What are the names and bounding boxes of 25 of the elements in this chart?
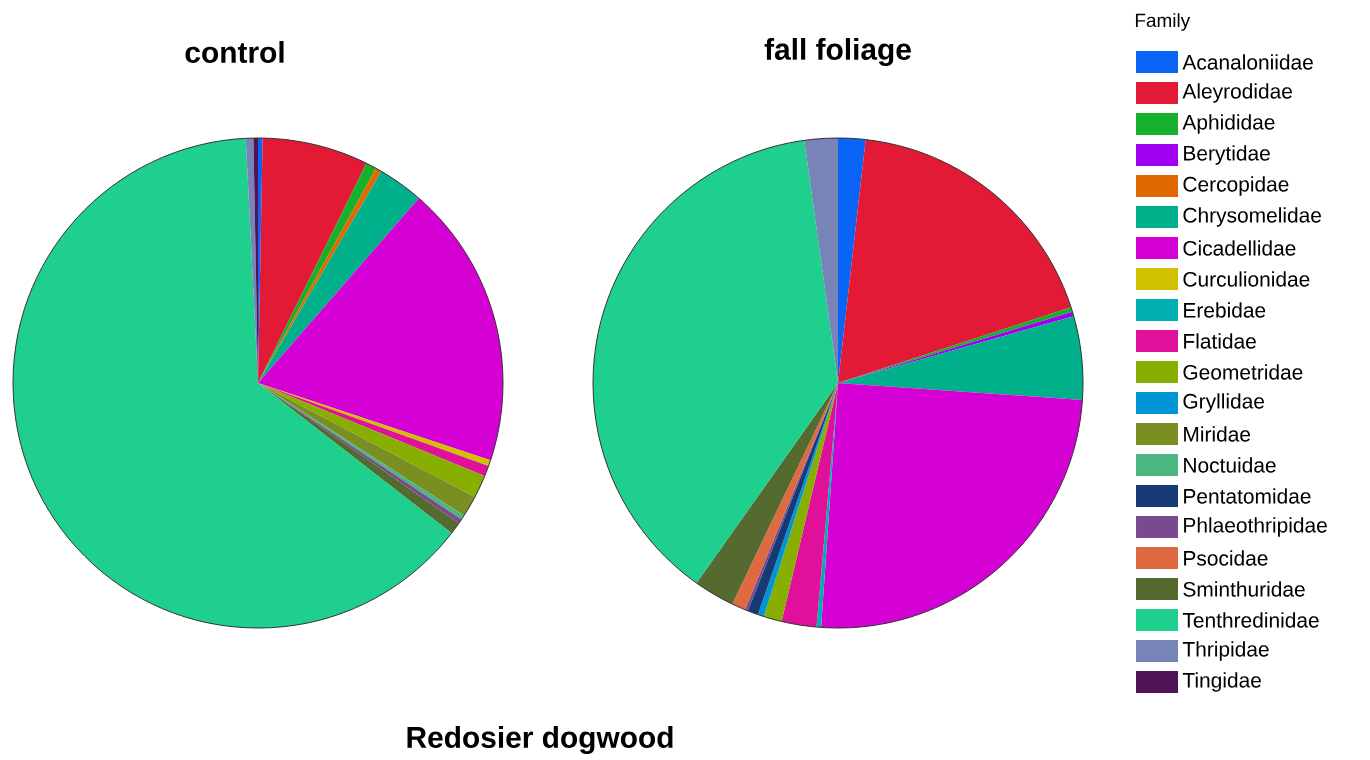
legend-label: Phlaeothripidae xyxy=(1184,517,1327,537)
legend-label: Acanaloniidae xyxy=(1182,54,1313,70)
legend-title: Family xyxy=(1135,13,1191,31)
legend-label: Tingidae xyxy=(1182,672,1261,692)
legend-label: Psocidae xyxy=(1184,550,1268,566)
chart-title: control xyxy=(185,41,284,63)
legend-label: Gryllidae xyxy=(1183,393,1264,413)
legend-label: Erebidae xyxy=(1184,302,1266,318)
legend-label: Cicadellidae xyxy=(1183,240,1296,256)
legend-label: Tenthredinidae xyxy=(1182,612,1319,628)
legend-label: Curculionidae xyxy=(1183,271,1310,287)
chart-title: fall foliage xyxy=(764,38,911,67)
legend-label: Miridae xyxy=(1184,426,1251,442)
legend-label: Chrysomelidae xyxy=(1183,207,1321,227)
legend-label: Sminthuridae xyxy=(1183,581,1305,597)
legend-label: Thripidae xyxy=(1182,641,1269,661)
legend-label: Flatidae xyxy=(1184,333,1256,349)
legend-label: Geometridae xyxy=(1183,364,1303,380)
legend-label: Cercopidae xyxy=(1183,176,1289,196)
legend-label: Berytidae xyxy=(1184,145,1270,165)
legend-label: Noctuidae xyxy=(1184,457,1276,473)
legend-label: Pentatomidae xyxy=(1184,488,1311,504)
legend-label: Aphididae xyxy=(1182,114,1275,134)
legend-label: Aleyrodidae xyxy=(1182,83,1292,103)
text: Redosier dogwood xyxy=(407,726,673,755)
